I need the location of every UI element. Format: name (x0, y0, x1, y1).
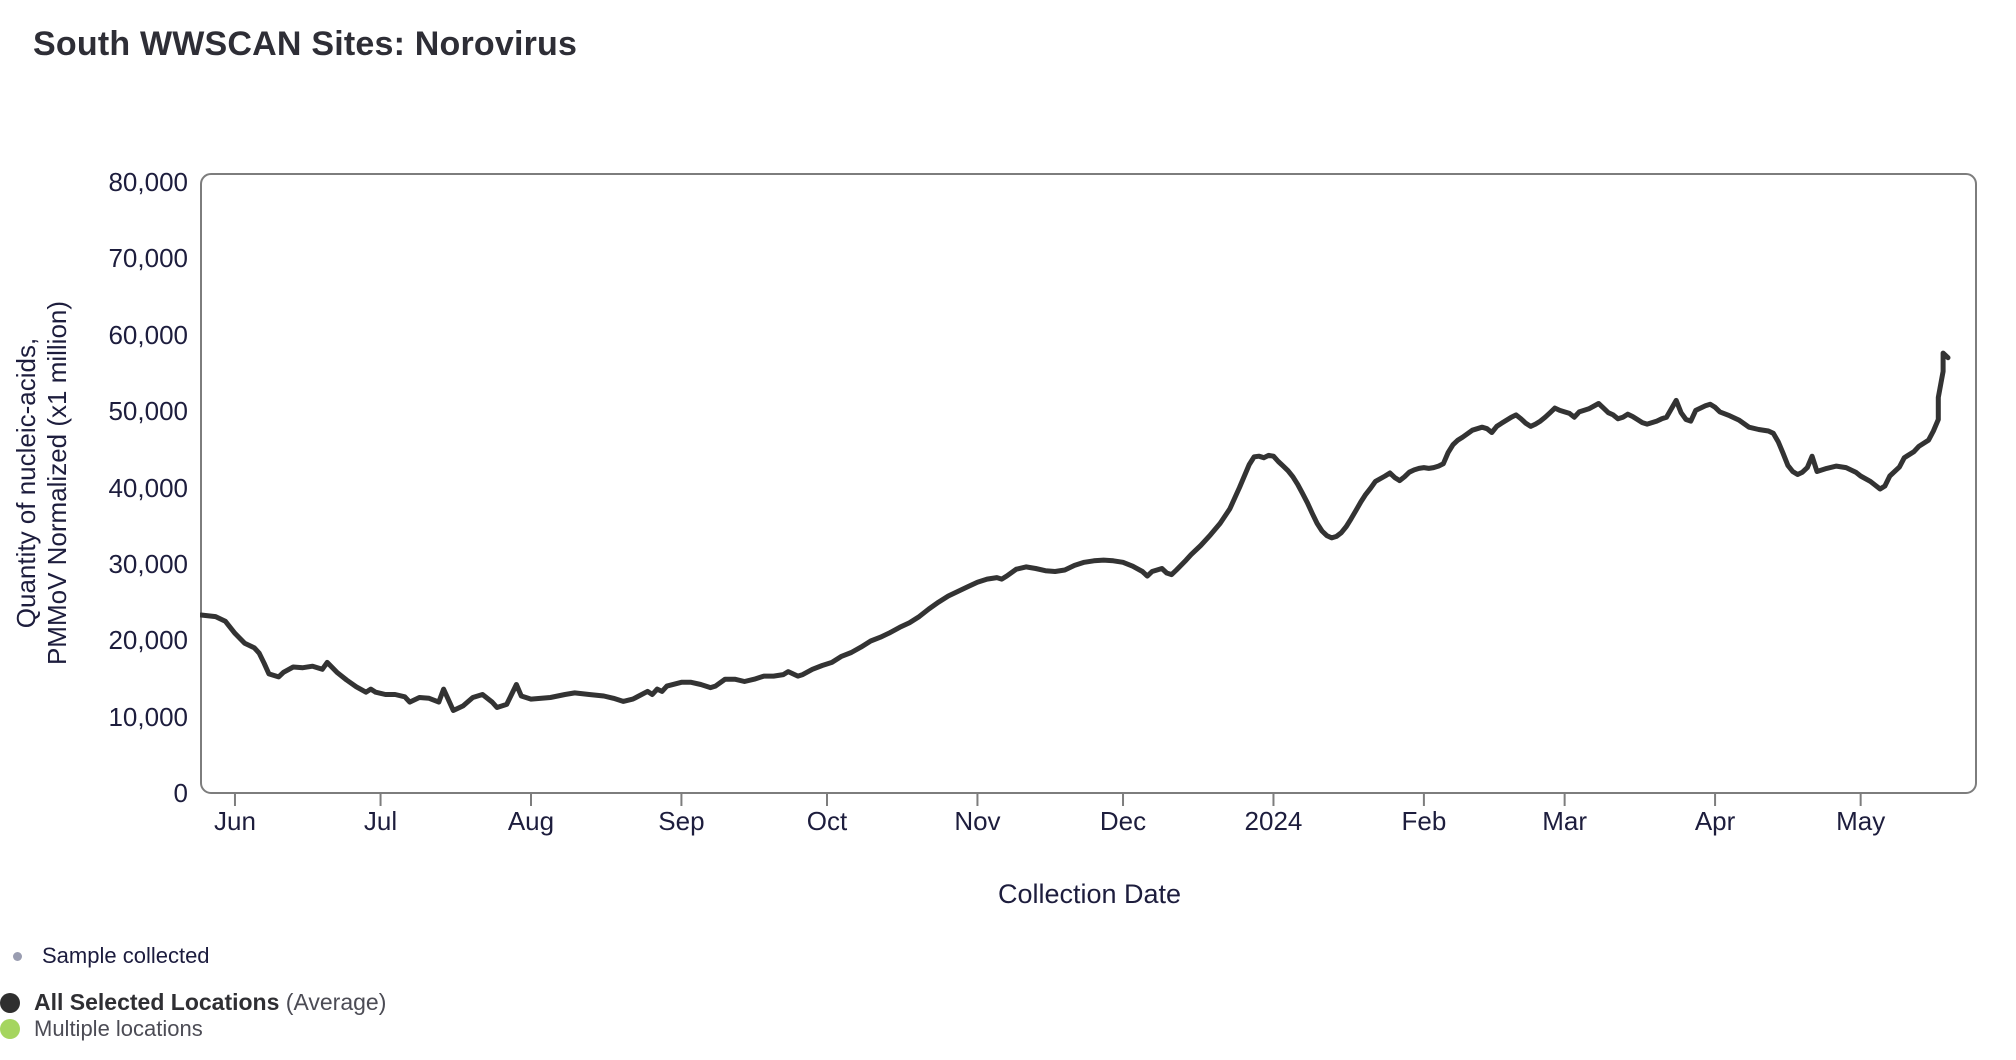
all-selected-locations-label-bold: All Selected Locations (34, 989, 280, 1015)
x-tick-label: Oct (806, 806, 848, 836)
y-tick-label: 50,000 (108, 396, 188, 427)
sample-collected-label: Sample collected (42, 943, 210, 968)
x-tick-label: Dec (1099, 806, 1147, 836)
x-tick-label: Feb (1401, 806, 1447, 836)
x-tick-label: Apr (1694, 806, 1736, 836)
average-trend-line (200, 350, 1951, 713)
x-tick-label: Sep (658, 806, 705, 836)
all-selected-locations-dot-icon (0, 992, 20, 1013)
y-tick-label: 40,000 (108, 472, 188, 503)
all-selected-locations-label: All Selected Locations (Average) (34, 989, 386, 1016)
legend-item-multiple-locations[interactable]: Multiple locations (0, 1016, 203, 1042)
multiple-locations-label: Multiple locations (34, 1016, 203, 1041)
plot-frame (200, 173, 1977, 794)
legend-item-all-selected-locations[interactable]: All Selected Locations (Average) (0, 989, 386, 1016)
multiple-locations-dot-icon (0, 1019, 20, 1039)
y-tick-label: 10,000 (108, 701, 188, 732)
y-tick-label: 30,000 (108, 548, 188, 579)
x-tick-label: Nov (954, 806, 1001, 836)
x-tick-label: Aug (507, 806, 555, 836)
x-tick-label: Jul (363, 806, 398, 836)
x-tick-label: Jun (214, 806, 256, 836)
y-tick-label: 60,000 (108, 319, 188, 350)
all-selected-locations-label-suffix: (Average) (279, 989, 387, 1015)
legend-item-sample-collected[interactable]: Sample collected (13, 943, 210, 969)
x-tick-label: 2024 (1244, 806, 1303, 836)
x-axis-title: Collection Date (997, 879, 1182, 909)
sample-collected-dot-icon (13, 951, 22, 961)
y-tick-label: 0 (173, 778, 188, 808)
line-chart-svg[interactable] (200, 173, 1979, 818)
y-tick-label: 70,000 (108, 243, 188, 274)
y-tick-label: 20,000 (108, 625, 188, 656)
x-tick-label: Mar (1542, 806, 1588, 836)
x-axis-tick-marks (233, 793, 1862, 806)
x-tick-label: May (1836, 806, 1886, 836)
page-title: South WWSCAN Sites: Norovirus (33, 25, 578, 63)
y-tick-label: 80,000 (108, 167, 188, 197)
